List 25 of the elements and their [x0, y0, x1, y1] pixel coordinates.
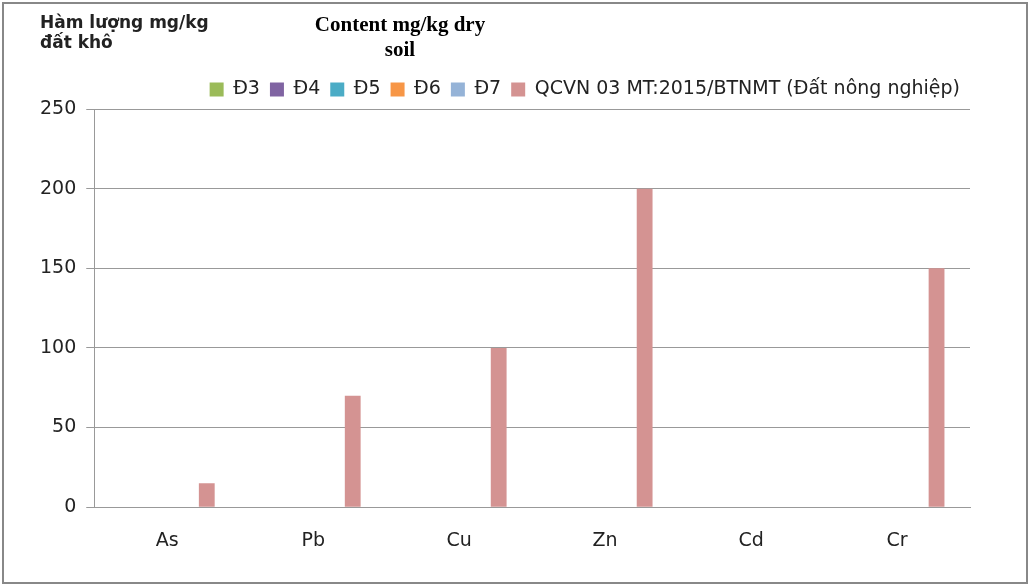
legend-label: Đ3	[233, 76, 260, 99]
y-axis-title: Hàm lượng mg/kg đất khô	[40, 12, 210, 52]
legend-label: Đ5	[353, 76, 381, 99]
legend-label: Đ6	[414, 76, 441, 99]
x-tick-label: Cd	[738, 527, 764, 550]
y-tick-label: 200	[40, 175, 77, 198]
legend-label: Đ7	[474, 76, 502, 99]
bar	[928, 268, 945, 507]
y-tick-label: 250	[40, 95, 77, 118]
x-tick-label: As	[155, 527, 179, 550]
legend-label: QCVN 03 MT:2015/BTNMT (Đất nông nghiệp)	[534, 76, 960, 99]
x-tick-label: Cu	[446, 527, 472, 550]
bar	[490, 347, 507, 507]
bar	[198, 483, 215, 507]
text: Content mg/kg dry soil	[313, 12, 487, 62]
x-tick-label: Cr	[886, 527, 908, 550]
legend-label: Đ4	[293, 76, 321, 99]
y-tick-label: 50	[52, 414, 77, 437]
x-tick-label: Pb	[301, 527, 325, 550]
bar	[636, 188, 653, 507]
y-tick-label: 0	[64, 494, 77, 517]
bar	[344, 395, 361, 507]
y-tick-label: 100	[40, 334, 77, 357]
y-tick-label: 150	[40, 255, 77, 278]
x-tick-label: Zn	[592, 527, 618, 550]
